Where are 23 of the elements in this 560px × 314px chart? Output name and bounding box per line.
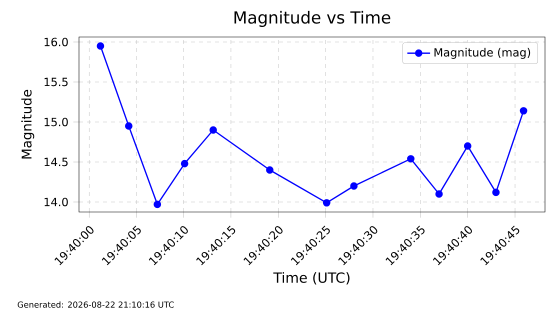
point bbox=[322, 199, 330, 207]
point bbox=[266, 166, 274, 174]
point bbox=[520, 107, 528, 115]
legend-label: Magnitude (mag) bbox=[434, 48, 530, 59]
point bbox=[435, 190, 443, 198]
y-tick-label: 14.0 bbox=[44, 198, 68, 206]
point bbox=[464, 142, 472, 150]
point bbox=[125, 122, 132, 130]
y-tick-label: 16.0 bbox=[44, 38, 68, 46]
y-tick-label: 14.5 bbox=[44, 158, 68, 166]
point bbox=[180, 160, 188, 168]
point bbox=[492, 188, 500, 196]
point bbox=[407, 155, 415, 163]
y-tick-label: 15.0 bbox=[44, 118, 68, 126]
y-axis-title: Magnitude bbox=[21, 90, 34, 158]
text: Generated: 2026-08-22 21:10:16 UTC bbox=[18, 301, 174, 308]
point bbox=[209, 126, 217, 134]
point bbox=[96, 42, 104, 50]
y-tick-label: 15.5 bbox=[44, 78, 68, 86]
point bbox=[154, 200, 162, 208]
x-axis-title: Time (UTC) bbox=[273, 272, 350, 285]
chart-title: Magnitude vs Time bbox=[234, 10, 390, 27]
point bbox=[350, 182, 358, 190]
